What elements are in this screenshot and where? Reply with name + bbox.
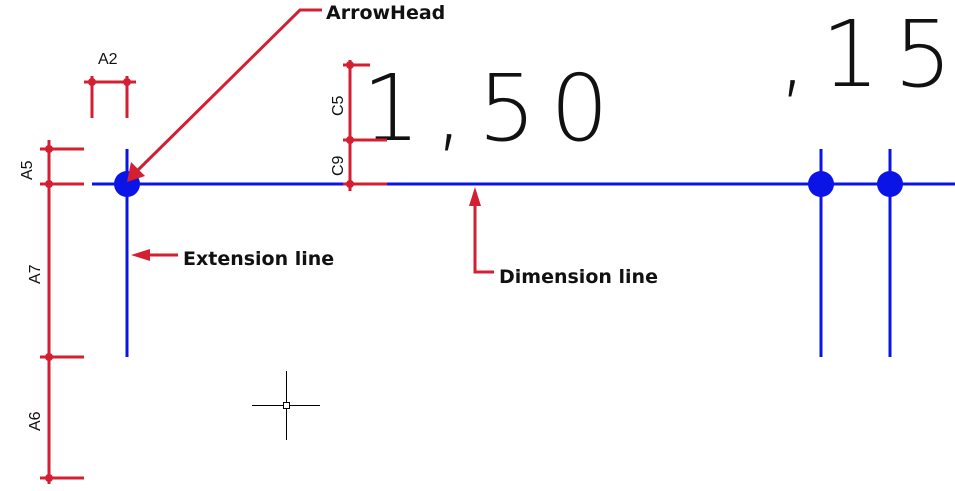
dimension-line-callout-leader (469, 187, 494, 274)
arrowhead-callout-label: ArrowHead (326, 2, 445, 24)
extension-length-label: A7 (27, 264, 44, 284)
arrow-size-annotation (84, 76, 136, 118)
dimension-text-secondary: ,15 (778, 1, 955, 108)
dimension-text-main: 1,50 (362, 55, 623, 162)
extension-beyond-label: A5 (19, 160, 36, 180)
extension-line-callout-label: Extension line (183, 248, 334, 270)
text-gap-label: C9 (330, 155, 347, 176)
arrow-size-label: A2 (98, 51, 118, 68)
dimension-line-callout-label: Dimension line (499, 266, 658, 288)
text-height-label: C5 (330, 95, 347, 116)
arrowhead-dot-right-1 (808, 171, 834, 197)
dimension-geometry (92, 149, 955, 357)
extension-line-callout-leader (131, 249, 178, 261)
extension-chain-annotation (40, 140, 84, 484)
crosshair-cursor-icon (252, 371, 320, 440)
arrowhead-callout-leader (127, 8, 322, 182)
arrowhead-dot-right-2 (877, 171, 903, 197)
text-height-annotation (343, 60, 387, 191)
extension-offset-label: A6 (27, 411, 44, 431)
